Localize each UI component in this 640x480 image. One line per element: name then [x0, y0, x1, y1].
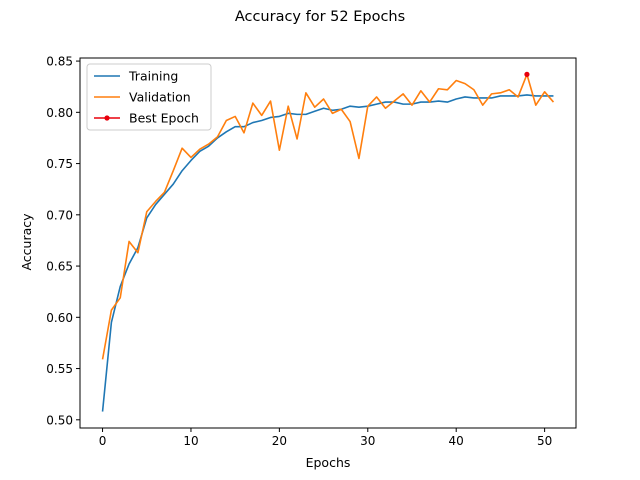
y-tick-label: 0.70	[46, 208, 73, 222]
x-tick-label: 10	[183, 434, 198, 448]
legend: Training Validation Best Epoch	[86, 63, 212, 131]
x-axis-label: Epochs	[306, 455, 351, 470]
validation-line	[101, 73, 555, 360]
legend-box	[86, 63, 212, 131]
x-tick-label: 50	[537, 434, 552, 448]
legend-label-best-epoch: Best Epoch	[129, 111, 199, 126]
x-tick-label: 0	[99, 434, 107, 448]
y-axis-label: Accuracy	[19, 213, 34, 271]
y-tick-label: 0.50	[46, 413, 73, 427]
y-tick-label: 0.75	[46, 157, 73, 171]
y-tick-label: 0.55	[46, 362, 73, 376]
legend-label-training: Training	[128, 69, 178, 84]
y-tick-label: 0.65	[46, 260, 73, 274]
training-line	[101, 94, 554, 412]
legend-label-validation: Validation	[129, 90, 191, 105]
x-tick-label: 20	[272, 434, 287, 448]
x-tick-label: 40	[449, 434, 464, 448]
y-tick-label: 0.60	[46, 311, 73, 325]
plot-area	[101, 71, 555, 412]
y-tick-label: 0.85	[46, 55, 73, 69]
axis-ticks: 0 10 20 30 40 50 0.50 0.55 0.60 0.65 0.70 0.75 0.80 0…	[46, 55, 552, 448]
plot-frame	[79, 57, 577, 429]
legend-marker-best-epoch	[104, 115, 110, 121]
chart-title: Accuracy for 52 Epochs	[235, 9, 405, 25]
best-epoch-marker	[524, 71, 530, 77]
y-tick-label: 0.80	[46, 106, 73, 120]
x-tick-label: 30	[360, 434, 375, 448]
